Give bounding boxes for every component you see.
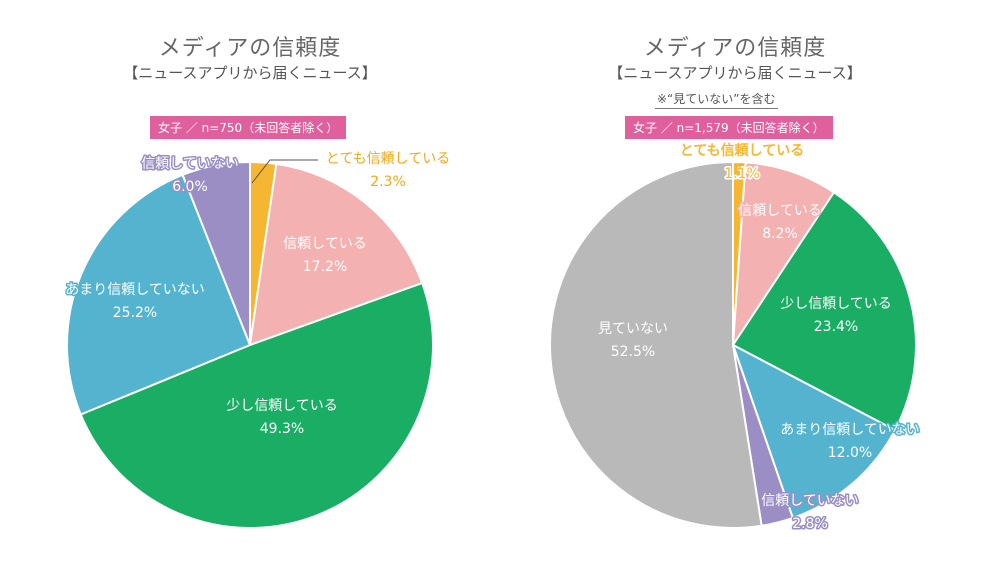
slice-label: あまり信頼していない: [65, 282, 205, 298]
slice-value-label: 1.1%: [724, 166, 760, 182]
slice-value-label: 2.3%: [370, 174, 406, 190]
chart2-title: メディアの信頼度: [643, 36, 827, 61]
pie-chart-2: とても信頼している 1.1% 信頼している 8.2% 少し信頼している 23.4% あまり信…: [549, 140, 921, 534]
slice-label: 見ていない: [598, 321, 668, 337]
slice-value-label: 8.2%: [762, 226, 798, 242]
pie-slice: [248, 162, 424, 347]
chart1-title: メディアの信頼度: [158, 36, 342, 61]
slice-value-label: 25.2%: [113, 305, 157, 321]
pie-slice: [66, 173, 252, 416]
slice-value-label: 23.4%: [814, 319, 858, 335]
slice-value-label: 6.0%: [172, 179, 208, 195]
chart2-sample-badge: 女子 ／ n=1,579（未回答者除く）: [625, 116, 833, 139]
slice-value-label: 17.2%: [303, 259, 347, 275]
leader-line: [251, 159, 318, 184]
slice-label: 信頼していない: [761, 493, 859, 509]
slice-label: とても信頼している: [680, 142, 804, 159]
leader-line: [737, 162, 743, 171]
slice-label: 信頼している: [738, 203, 822, 219]
chart2-note: ※“見ていない”を含む: [655, 90, 778, 109]
slice-value-label: 12.0%: [828, 445, 872, 461]
slice-label: 少し信頼している: [226, 398, 338, 414]
chart1-sample-badge: 女子 ／ n=750（未回答者除く）: [150, 116, 347, 139]
slice-label: 少し信頼している: [780, 296, 892, 312]
chart2-subtitle: 【ニュースアプリから届くニュース】: [608, 64, 862, 82]
pie-slice: [731, 342, 897, 520]
slice-label: 信頼している: [283, 236, 367, 252]
pie-slice: [79, 281, 434, 529]
slice-label: 信頼していない: [141, 156, 239, 172]
slice-label: あまり信頼していない: [780, 422, 920, 438]
pie-slice: [181, 160, 251, 346]
slice-value-label: 52.5%: [611, 344, 655, 360]
pie-slice: [731, 190, 917, 432]
pie-chart-1: とても信頼している 2.3% 信頼している 17.2% 少し信頼している 49.3% あまり…: [64, 151, 450, 529]
slice-value-label: 2.8%: [792, 516, 828, 532]
pie-slice: [731, 161, 836, 349]
pie-slice: [549, 160, 763, 529]
chart1-subtitle: 【ニュースアプリから届くニュース】: [123, 64, 377, 82]
slice-label: とても信頼している: [326, 151, 450, 167]
slice-value-label: 49.3%: [260, 421, 304, 437]
